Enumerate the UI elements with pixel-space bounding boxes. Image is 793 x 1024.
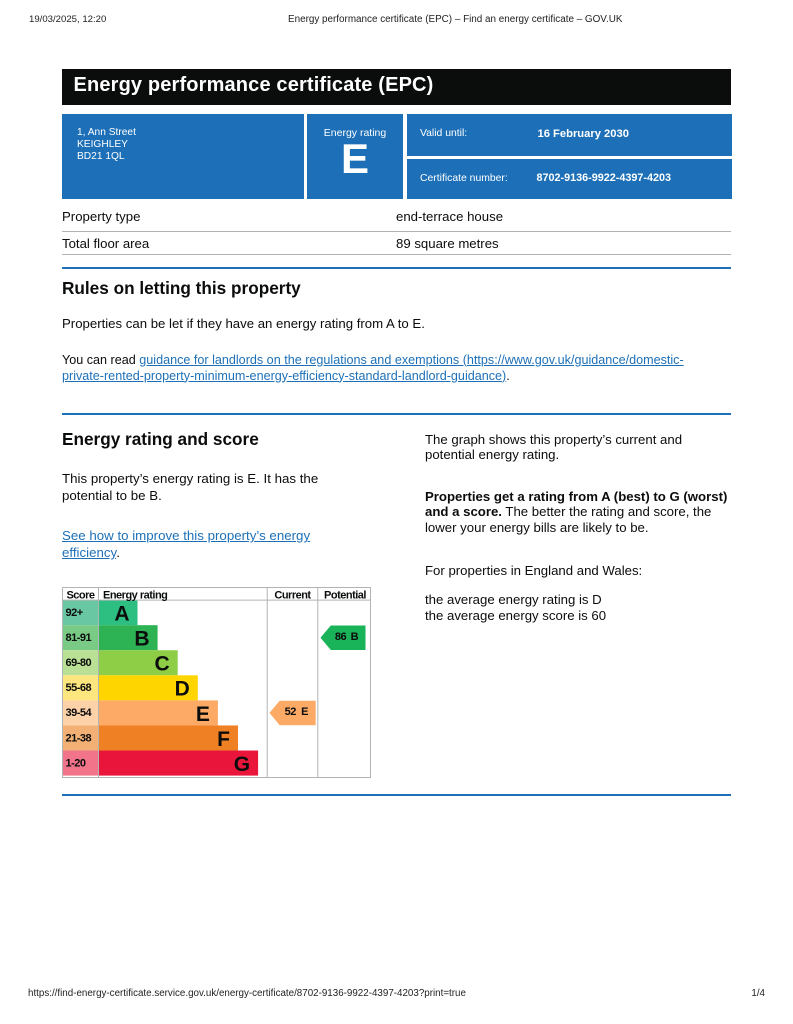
svg-text:A: A	[114, 602, 129, 625]
svg-text:Potential: Potential	[324, 589, 366, 601]
svg-text:55-68: 55-68	[66, 682, 92, 694]
svg-text:81-91: 81-91	[66, 632, 92, 644]
svg-text:52: 52	[285, 706, 297, 718]
svg-text:B: B	[134, 627, 149, 650]
svg-text:Score: Score	[66, 589, 94, 601]
svg-text:G: G	[234, 753, 250, 776]
svg-text:E: E	[196, 702, 210, 725]
svg-text:1-20: 1-20	[66, 757, 86, 769]
svg-text:39-54: 39-54	[66, 707, 93, 719]
svg-text:92+: 92+	[66, 606, 83, 618]
svg-text:86: 86	[335, 630, 347, 642]
svg-text:D: D	[175, 677, 190, 700]
svg-text:C: C	[155, 652, 170, 675]
svg-text:69-80: 69-80	[66, 657, 92, 669]
svg-text:E: E	[301, 706, 308, 718]
svg-text:F: F	[217, 727, 230, 750]
svg-text:Energy rating: Energy rating	[103, 589, 167, 601]
svg-text:21-38: 21-38	[66, 732, 92, 744]
svg-text:B: B	[351, 630, 359, 642]
svg-text:Current: Current	[274, 589, 311, 601]
